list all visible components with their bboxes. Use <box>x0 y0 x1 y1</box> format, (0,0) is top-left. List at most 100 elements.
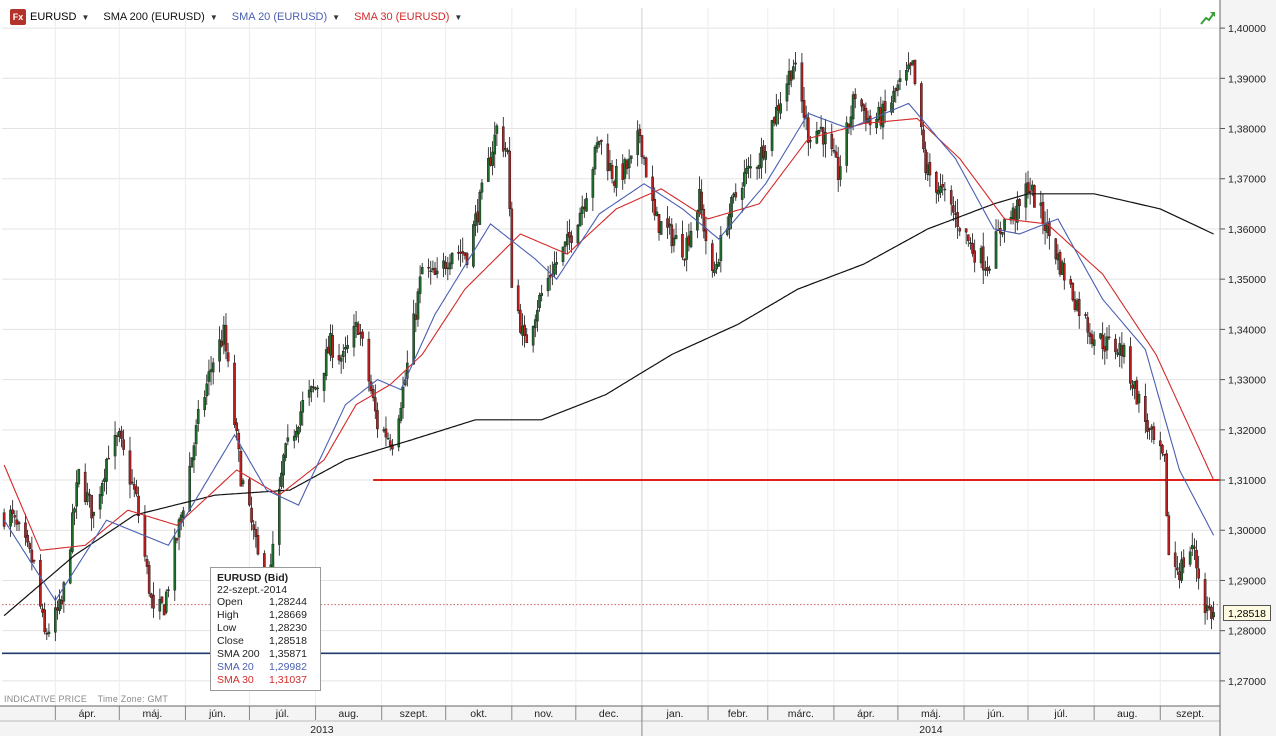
candle-down <box>1158 440 1162 447</box>
candle-up <box>280 472 283 487</box>
candle-up <box>68 549 72 584</box>
y-tick-label: 1,35000 <box>1228 274 1266 286</box>
candle-down <box>802 100 806 118</box>
candle-up <box>218 339 221 362</box>
candle-down <box>683 258 686 261</box>
candle-up <box>563 241 567 247</box>
candle-up <box>480 182 484 193</box>
tooltip-key: High <box>217 609 239 621</box>
indicator-label: SMA 200 (EURUSD) <box>103 11 205 23</box>
indicator-label: SMA 20 (EURUSD) <box>231 11 328 23</box>
tooltip-value: 1,28518 <box>269 635 307 647</box>
candle-down <box>391 444 394 450</box>
candle-up <box>190 457 194 468</box>
candle-up <box>659 221 663 235</box>
candle-up <box>615 166 618 188</box>
candle-down <box>700 191 703 211</box>
candle-up <box>382 429 386 432</box>
symbol-label: EURUSD <box>30 11 77 23</box>
candle-down <box>934 172 938 193</box>
tooltip-row: SMA 200 1,35871 <box>217 648 314 661</box>
indicator-sma200[interactable]: SMA 200 (EURUSD) ▼ <box>103 11 217 23</box>
candle-up <box>794 62 797 65</box>
candle-up <box>211 362 215 373</box>
last-price-label: 1,28518 <box>1223 605 1271 621</box>
candle-down <box>853 93 857 99</box>
candle-down <box>115 435 119 437</box>
candle-down <box>924 149 927 173</box>
candle-up <box>875 119 878 128</box>
candle-down <box>830 133 834 149</box>
candle-up <box>1205 605 1209 611</box>
candle-down <box>986 266 989 271</box>
candle-down <box>1073 299 1077 310</box>
x-tick-label: aug. <box>338 708 358 720</box>
chevron-down-icon[interactable]: ▼ <box>81 12 90 22</box>
chevron-down-icon[interactable]: ▼ <box>209 12 218 22</box>
candle-down <box>1069 279 1072 285</box>
candle-down <box>928 161 932 176</box>
y-tick-label: 1,27000 <box>1228 676 1266 688</box>
candle-down <box>250 507 253 523</box>
indicator-sma20[interactable]: SMA 20 (EURUSD) ▼ <box>232 11 340 23</box>
candle-down <box>1210 606 1213 619</box>
candle-up <box>431 268 435 270</box>
candle-up <box>792 66 795 80</box>
candle-up <box>757 164 761 169</box>
candle-up <box>1011 207 1015 219</box>
candle-down <box>60 600 64 604</box>
candle-up <box>188 466 192 512</box>
candle-up <box>506 149 509 153</box>
candle-down <box>252 524 256 530</box>
candle-down <box>11 509 14 515</box>
candle-down <box>789 70 793 81</box>
footer-note: INDICATIVE PRICE Time Zone: GMT <box>4 694 176 704</box>
candle-down <box>1178 571 1181 580</box>
candle-down <box>519 309 522 333</box>
candle-up <box>203 397 206 411</box>
candle-down <box>913 59 917 84</box>
candle-up <box>672 237 676 246</box>
candle-down <box>666 218 669 228</box>
candle-up <box>478 191 482 225</box>
candle-up <box>1092 339 1096 346</box>
symbol-selector[interactable]: EURUSD ▼ <box>30 11 89 23</box>
candle-up <box>295 431 298 438</box>
candle-up <box>719 235 723 261</box>
candle-up <box>764 151 767 160</box>
candle-down <box>175 538 179 541</box>
candle-down <box>1135 380 1139 405</box>
candle-down <box>361 331 364 339</box>
candle-up <box>770 120 774 151</box>
candle-down <box>152 594 155 609</box>
candle-down <box>132 484 136 490</box>
candle-up <box>352 325 356 348</box>
candle-down <box>388 440 392 446</box>
candle-down <box>772 117 776 124</box>
candle-down <box>510 208 514 288</box>
candle-down <box>832 150 836 152</box>
chevron-down-icon[interactable]: ▼ <box>454 12 463 22</box>
candle-down <box>359 332 362 335</box>
candle-down <box>461 251 465 254</box>
candle-down <box>88 493 91 496</box>
chevron-down-icon[interactable]: ▼ <box>332 12 341 22</box>
candle-up <box>54 607 57 633</box>
candle-down <box>1131 384 1134 389</box>
candle-down <box>504 148 507 150</box>
candle-down <box>642 157 646 159</box>
candle-up <box>728 214 731 230</box>
tooltip-row: Close 1,28518 <box>217 635 314 648</box>
tooltip-value: 1,28669 <box>269 609 307 621</box>
candle-down <box>13 515 17 518</box>
candle-up <box>1133 381 1136 389</box>
candle-up <box>623 159 627 179</box>
candle-up <box>194 425 198 445</box>
candle-down <box>1165 453 1168 517</box>
trend-arrow-icon[interactable] <box>1200 10 1216 26</box>
x-tick-label: júl. <box>1053 708 1067 720</box>
indicator-sma30[interactable]: SMA 30 (EURUSD) ▼ <box>354 11 462 23</box>
candle-up <box>284 443 288 458</box>
